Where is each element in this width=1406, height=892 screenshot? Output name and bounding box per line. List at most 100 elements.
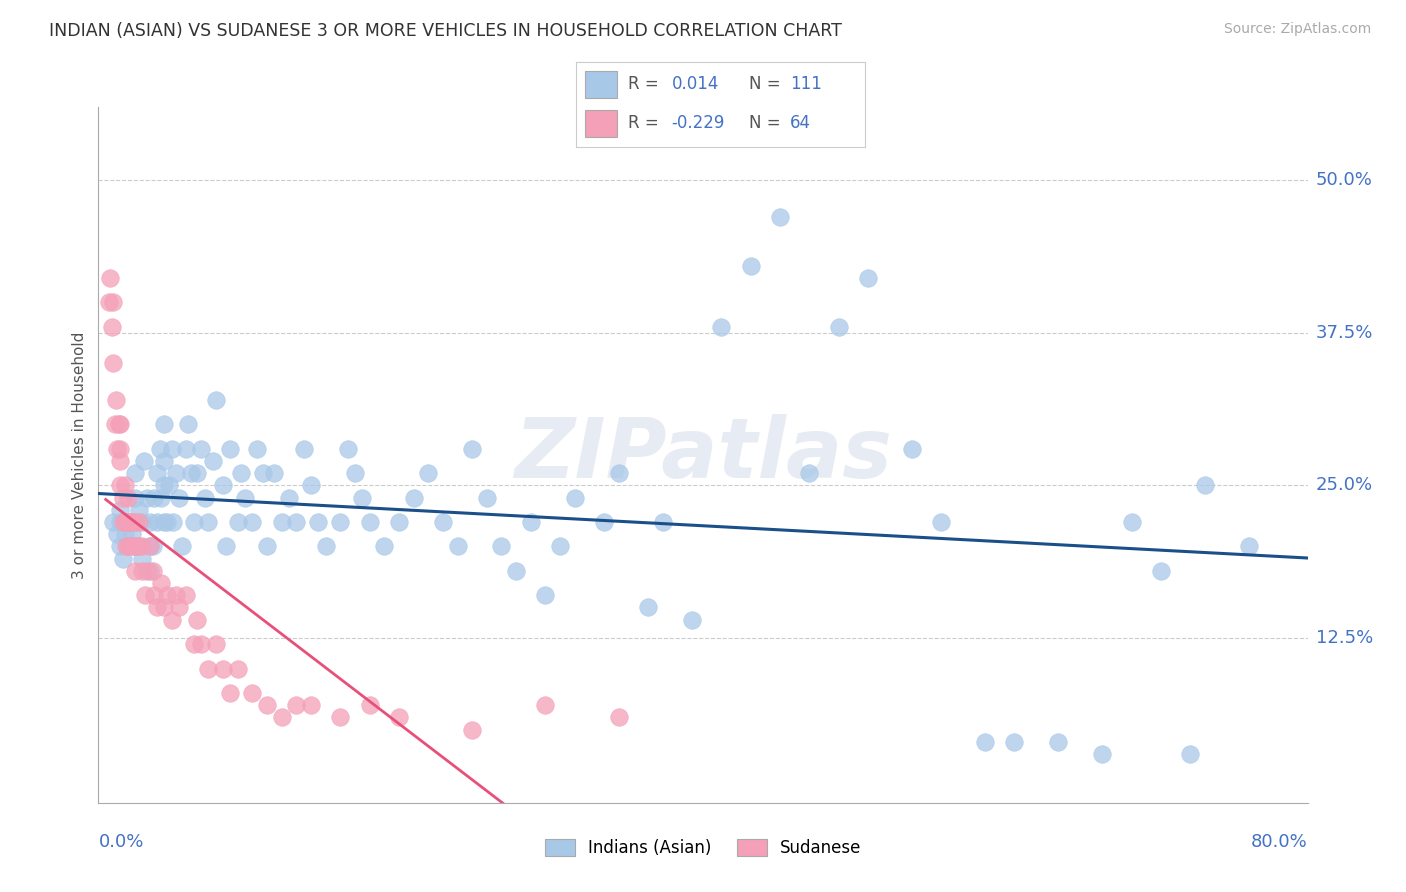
Point <box>246 442 269 456</box>
Point <box>352 491 374 505</box>
Point <box>520 515 543 529</box>
Point <box>138 515 160 529</box>
Point <box>103 417 125 432</box>
Point <box>204 392 226 407</box>
Point <box>117 515 139 529</box>
Point <box>1180 747 1202 761</box>
Point <box>212 661 235 675</box>
Point <box>138 540 160 554</box>
Point <box>315 540 337 554</box>
Point <box>128 503 150 517</box>
Point <box>110 515 132 529</box>
Point <box>112 551 135 566</box>
Point <box>117 515 139 529</box>
Point <box>183 515 205 529</box>
Point <box>373 540 395 554</box>
Point <box>153 515 176 529</box>
Point <box>190 442 212 456</box>
Point <box>446 540 468 554</box>
Point <box>135 564 157 578</box>
Point <box>143 491 166 505</box>
Point <box>167 600 190 615</box>
Point <box>131 540 153 554</box>
Point <box>124 515 146 529</box>
Point <box>219 442 242 456</box>
Point <box>359 698 381 713</box>
Point <box>564 491 586 505</box>
Point <box>117 540 139 554</box>
Point <box>1047 735 1070 749</box>
Point <box>740 259 762 273</box>
Point <box>359 515 381 529</box>
Point <box>1091 747 1114 761</box>
Point <box>681 613 703 627</box>
Point <box>110 478 132 492</box>
Point <box>110 503 132 517</box>
Point <box>153 454 176 468</box>
Point <box>432 515 454 529</box>
Point <box>710 319 733 334</box>
Point <box>180 467 202 481</box>
Point <box>177 417 200 432</box>
Point <box>475 491 498 505</box>
Point <box>120 515 142 529</box>
Point <box>160 613 183 627</box>
Point <box>128 515 150 529</box>
Point <box>117 540 139 554</box>
Point <box>186 467 208 481</box>
Text: 0.0%: 0.0% <box>98 833 143 851</box>
Point <box>299 478 322 492</box>
Bar <box>585 71 617 98</box>
Point <box>607 467 630 481</box>
Point <box>153 600 176 615</box>
Point <box>534 698 557 713</box>
Point <box>170 540 193 554</box>
Point <box>142 540 165 554</box>
Point <box>190 637 212 651</box>
Point <box>110 454 132 468</box>
Point <box>343 467 366 481</box>
Text: R =: R = <box>628 76 665 94</box>
Bar <box>585 110 617 137</box>
Text: 37.5%: 37.5% <box>1316 324 1374 342</box>
Point <box>388 515 411 529</box>
Point <box>856 271 879 285</box>
Point <box>114 515 136 529</box>
Point <box>534 588 557 602</box>
Point <box>651 515 673 529</box>
Point <box>127 540 149 554</box>
Point <box>240 515 263 529</box>
Point <box>157 478 180 492</box>
Point <box>505 564 527 578</box>
Point <box>149 442 172 456</box>
Point <box>105 392 128 407</box>
Point <box>1150 564 1173 578</box>
Point <box>1194 478 1216 492</box>
Point <box>122 540 145 554</box>
Point <box>240 686 263 700</box>
Point <box>112 515 135 529</box>
Point <box>329 515 352 529</box>
Point <box>201 454 224 468</box>
Point <box>292 442 315 456</box>
Text: 111: 111 <box>790 76 821 94</box>
Point <box>134 588 156 602</box>
Point <box>107 442 129 456</box>
Point <box>219 686 242 700</box>
Point <box>124 564 146 578</box>
Point <box>108 417 131 432</box>
Point <box>197 661 219 675</box>
Point <box>146 467 169 481</box>
Point <box>252 467 274 481</box>
Point <box>233 491 256 505</box>
Text: -0.229: -0.229 <box>672 114 725 132</box>
Point <box>153 417 176 432</box>
Point <box>165 467 187 481</box>
Point <box>402 491 425 505</box>
Point <box>150 491 173 505</box>
Point <box>162 515 184 529</box>
Text: ZIPatlas: ZIPatlas <box>515 415 891 495</box>
Point <box>110 417 132 432</box>
Text: 12.5%: 12.5% <box>1316 629 1374 647</box>
Point <box>929 515 952 529</box>
